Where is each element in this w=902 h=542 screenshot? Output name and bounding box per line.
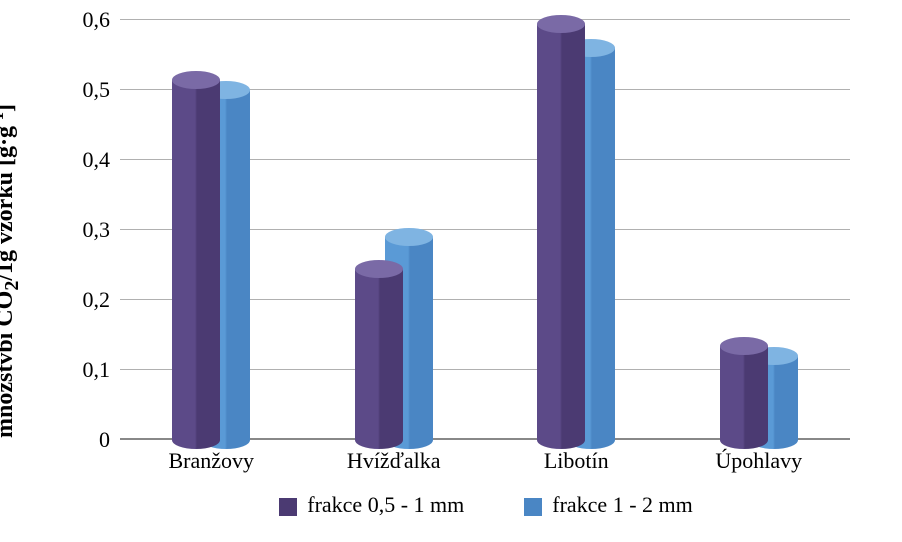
y-tick-label: 0,5 <box>83 77 121 103</box>
y-tick-label: 0,4 <box>83 147 121 173</box>
x-tick-label: Hvížďalka <box>347 440 441 474</box>
legend-label: frakce 1 - 2 mm <box>552 492 693 517</box>
bar <box>720 346 768 441</box>
bar-chart: { "chart": { "type": "bar-cylinder", "yl… <box>0 0 902 542</box>
bar <box>355 269 403 441</box>
bar <box>172 80 220 441</box>
legend-swatch <box>279 498 297 516</box>
y-tick-label: 0,2 <box>83 287 121 313</box>
y-tick-label: 0,6 <box>83 7 121 33</box>
plot-area: 00,10,20,30,40,50,6BranžovyHvížďalkaLibo… <box>120 20 850 440</box>
legend-label: frakce 0,5 - 1 mm <box>307 492 464 517</box>
y-tick-label: 0 <box>99 427 120 453</box>
bar <box>537 24 585 441</box>
x-tick-label: Libotín <box>544 440 609 474</box>
legend-item: frakce 1 - 2 mm <box>524 492 693 518</box>
gridline <box>120 19 850 20</box>
legend-swatch <box>524 498 542 516</box>
y-tick-label: 0,3 <box>83 217 121 243</box>
x-tick-label: Branžovy <box>168 440 254 474</box>
y-tick-label: 0,1 <box>83 357 121 383</box>
x-tick-label: Úpohlavy <box>715 440 802 474</box>
legend-item: frakce 0,5 - 1 mm <box>279 492 464 518</box>
y-axis-label: množstvbí CO2/1g vzorku [g·g-1] <box>0 104 24 438</box>
legend: frakce 0,5 - 1 mm frakce 1 - 2 mm <box>120 490 852 530</box>
